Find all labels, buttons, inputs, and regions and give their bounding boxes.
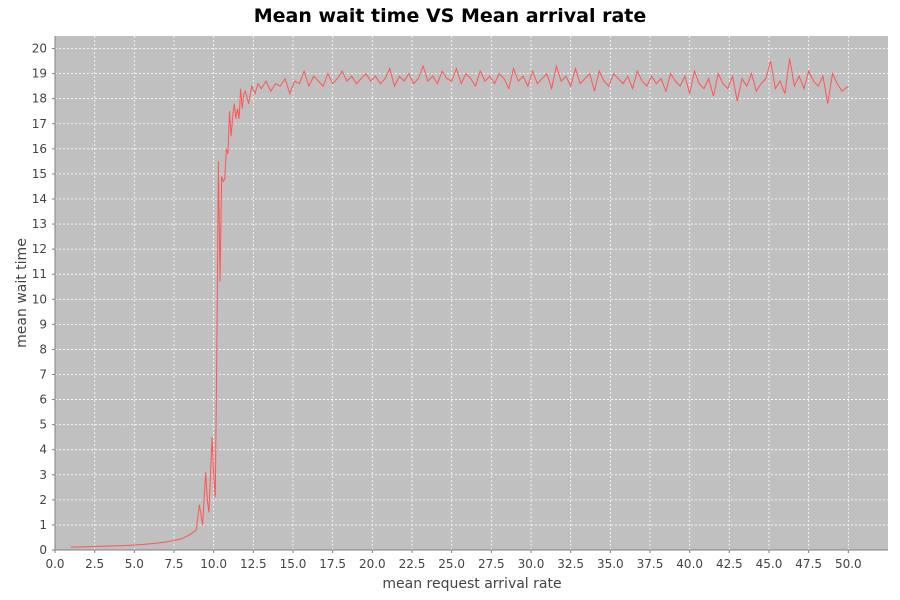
y-tick-label: 6 [39, 393, 47, 407]
y-tick-label: 8 [39, 342, 47, 356]
y-tick-label: 0 [39, 543, 47, 557]
x-tick-label: 15.0 [280, 557, 307, 571]
y-tick-label: 18 [32, 92, 47, 106]
y-tick-label: 19 [32, 67, 47, 81]
y-tick-label: 2 [39, 493, 47, 507]
x-tick-label: 35.0 [597, 557, 624, 571]
x-tick-label: 45.0 [756, 557, 783, 571]
plot-area [55, 36, 888, 550]
series-line [70, 58, 849, 548]
y-tick-label: 10 [32, 292, 47, 306]
chart-title: Mean wait time VS Mean arrival rate [254, 5, 647, 27]
x-tick-label: 27.5 [478, 557, 505, 571]
x-tick-label: 47.5 [795, 557, 822, 571]
y-tick-label: 7 [39, 367, 47, 381]
x-tick-label: 50.0 [835, 557, 862, 571]
grid-lines [54, 36, 888, 551]
y-tick-label: 1 [39, 518, 47, 532]
y-tick-label: 14 [32, 192, 47, 206]
y-tick-label: 9 [39, 317, 47, 331]
y-tick-label: 12 [32, 242, 47, 256]
y-tick-label: 5 [39, 418, 47, 432]
axes [52, 36, 888, 553]
x-tick-label: 2.5 [85, 557, 104, 571]
x-tick-label: 20.0 [359, 557, 386, 571]
x-tick-label: 12.5 [240, 557, 267, 571]
x-tick-label: 32.5 [557, 557, 584, 571]
x-tick-label: 42.5 [716, 557, 743, 571]
y-axis-label: mean wait time [14, 238, 30, 348]
y-tick-label: 4 [39, 443, 47, 457]
x-tick-label: 17.5 [319, 557, 346, 571]
y-tick-label: 11 [32, 267, 47, 281]
x-tick-label: 0.0 [45, 557, 64, 571]
tick-labels: 0.0 2.5 5.0 7.5 10.0 12.5 15.0 17.5 20.0 22.5 25.0… [32, 42, 862, 571]
x-tick-label: 37.5 [637, 557, 664, 571]
x-axis-label: mean request arrival rate [382, 576, 561, 592]
y-tick-label: 15 [32, 167, 47, 181]
x-tick-label: 7.5 [164, 557, 183, 571]
x-tick-label: 25.0 [438, 557, 465, 571]
y-tick-label: 17 [32, 117, 47, 131]
y-tick-label: 16 [32, 142, 47, 156]
x-tick-label: 22.5 [399, 557, 426, 571]
x-tick-label: 30.0 [518, 557, 545, 571]
series-layer [70, 58, 849, 548]
y-tick-label: 3 [39, 468, 47, 482]
x-tick-label: 40.0 [676, 557, 703, 571]
x-tick-label: 5.0 [125, 557, 144, 571]
x-tick-label: 10.0 [200, 557, 227, 571]
y-tick-label: 13 [32, 217, 47, 231]
y-tick-label: 20 [32, 42, 47, 56]
